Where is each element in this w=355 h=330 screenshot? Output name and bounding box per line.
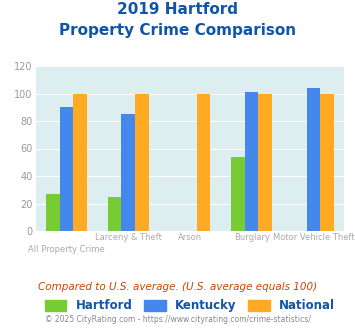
Text: Larceny & Theft: Larceny & Theft (95, 233, 162, 242)
Bar (231, 157, 245, 231)
Text: Motor Vehicle Theft: Motor Vehicle Theft (273, 233, 354, 242)
Bar (46, 194, 60, 231)
Text: © 2025 CityRating.com - https://www.cityrating.com/crime-statistics/: © 2025 CityRating.com - https://www.city… (45, 315, 310, 324)
Text: Burglary: Burglary (234, 233, 270, 242)
Text: Arson: Arson (178, 233, 202, 242)
Bar (307, 88, 320, 231)
Text: All Property Crime: All Property Crime (28, 245, 105, 254)
Bar (73, 93, 87, 231)
Legend: Hartford, Kentucky, National: Hartford, Kentucky, National (40, 295, 340, 317)
Bar (197, 93, 210, 231)
Bar (245, 92, 258, 231)
Bar (121, 114, 135, 231)
Text: 2019 Hartford: 2019 Hartford (117, 2, 238, 16)
Text: Property Crime Comparison: Property Crime Comparison (59, 23, 296, 38)
Bar (258, 93, 272, 231)
Bar (60, 107, 73, 231)
Bar (320, 93, 334, 231)
Text: Compared to U.S. average. (U.S. average equals 100): Compared to U.S. average. (U.S. average … (38, 282, 317, 292)
Bar (135, 93, 148, 231)
Bar (108, 197, 121, 231)
